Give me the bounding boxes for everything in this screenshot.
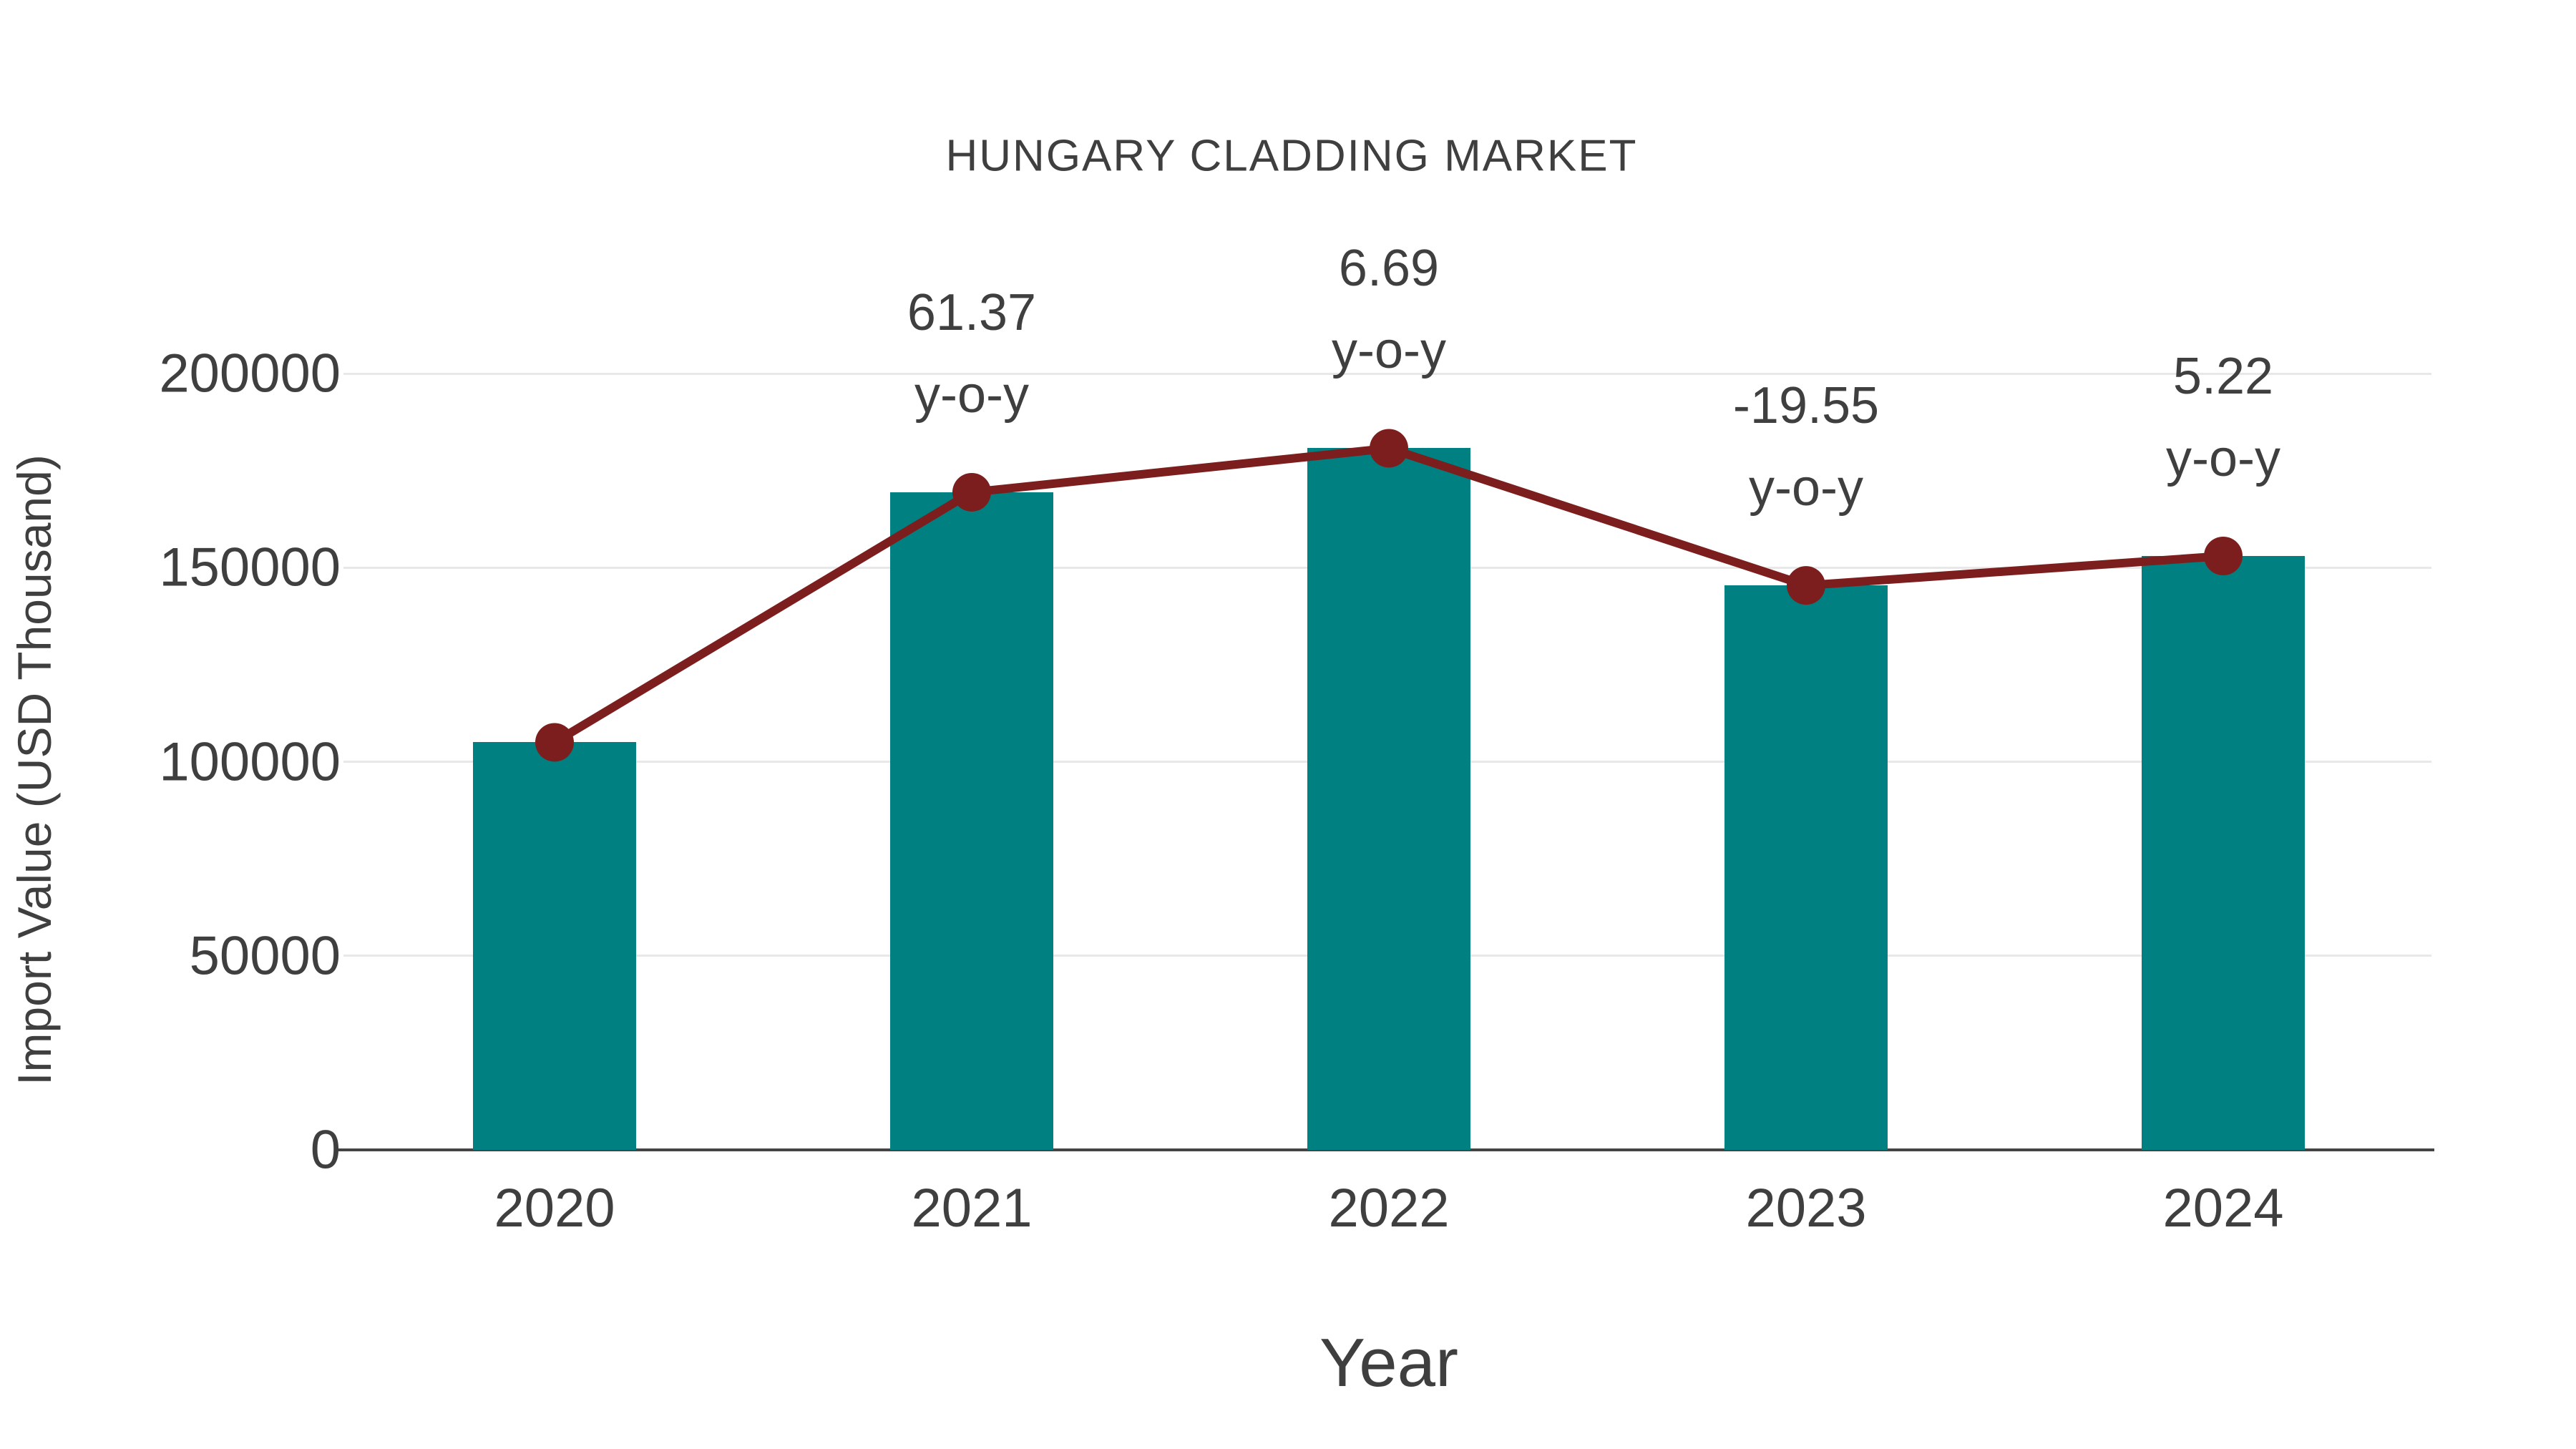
y-tick-label-100000: 100000 (159, 731, 341, 793)
annotation-2021: 61.37 y-o-y (757, 272, 1186, 436)
x-axis-line (336, 1148, 2434, 1151)
annotation-suffix-2024: y-o-y (2166, 429, 2280, 487)
y-tick-label-50000: 50000 (189, 925, 341, 987)
annotation-suffix-2022: y-o-y (1332, 322, 1446, 380)
gridline-200000 (343, 372, 2431, 375)
y-axis-title: Import Value (USD Thousand) (8, 454, 61, 1085)
bar-2020 (473, 742, 636, 1150)
annotation-value-2021: 61.37 (907, 283, 1037, 341)
y-tick-label-0: 0 (310, 1119, 341, 1181)
annotation-2022: 6.69 y-o-y (1174, 228, 1604, 392)
annotation-2024: 5.22 y-o-y (2009, 336, 2438, 500)
x-tick-label-2024: 2024 (2162, 1178, 2284, 1239)
x-axis-title: Year (1319, 1324, 1458, 1401)
x-tick-label-2022: 2022 (1328, 1178, 1450, 1239)
bar-2024 (2142, 555, 2305, 1150)
bar-2021 (890, 492, 1053, 1150)
x-tick-label-2021: 2021 (911, 1178, 1033, 1239)
chart-title: HUNGARY CLADDING MARKET (945, 131, 1638, 181)
annotation-suffix-2021: y-o-y (914, 366, 1029, 424)
annotation-value-2024: 5.22 (2172, 347, 2274, 405)
annotation-value-2023: -19.55 (1732, 377, 1880, 435)
annotation-value-2022: 6.69 (1338, 240, 1440, 298)
annotation-2023: -19.55 y-o-y (1591, 365, 2021, 530)
x-tick-label-2023: 2023 (1745, 1178, 1867, 1239)
bar-2023 (1724, 585, 1888, 1150)
bar-2022 (1307, 448, 1470, 1150)
x-tick-label-2020: 2020 (494, 1178, 615, 1239)
y-tick-label-200000: 200000 (159, 343, 341, 404)
y-tick-label-150000: 150000 (159, 537, 341, 598)
annotation-suffix-2023: y-o-y (1749, 459, 1863, 517)
